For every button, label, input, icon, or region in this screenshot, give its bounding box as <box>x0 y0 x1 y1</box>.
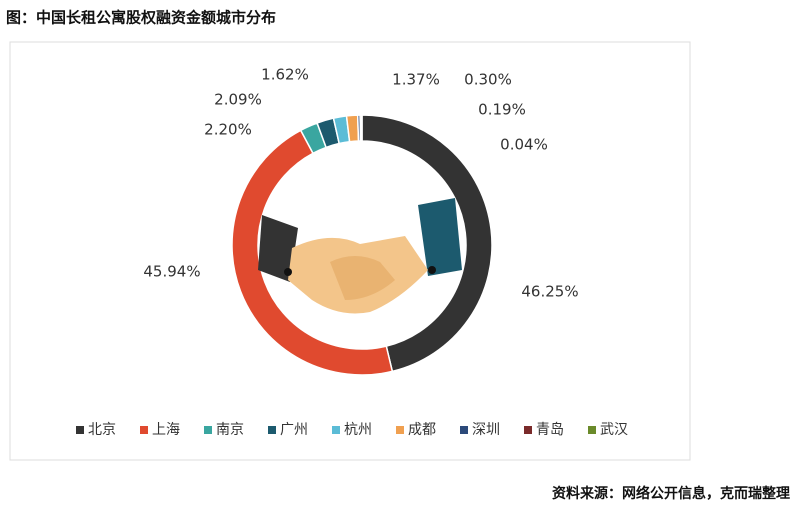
data-label: 1.62% <box>261 66 309 84</box>
handshake-illustration <box>258 198 462 314</box>
legend-swatch <box>76 426 84 434</box>
legend-swatch <box>268 426 276 434</box>
legend-swatch <box>460 426 468 434</box>
legend-swatch <box>588 426 596 434</box>
legend-swatch <box>332 426 340 434</box>
legend-label: 广州 <box>280 422 308 438</box>
data-label: 2.20% <box>204 121 252 139</box>
source-note: 资料来源：网络公开信息，克而瑞整理 <box>552 485 790 502</box>
legend-label: 深圳 <box>472 422 500 438</box>
legend-swatch <box>524 426 532 434</box>
data-label: 45.94% <box>143 263 200 281</box>
chart-frame <box>9 41 691 461</box>
data-label: 0.04% <box>500 136 548 154</box>
legend-swatch <box>204 426 212 434</box>
legend-item: 武汉 <box>588 422 628 438</box>
legend-label: 青岛 <box>536 422 564 438</box>
legend-item: 成都 <box>396 422 436 438</box>
legend-label: 成都 <box>408 422 436 438</box>
legend-label: 武汉 <box>600 422 628 438</box>
data-label: 0.19% <box>478 101 526 119</box>
legend-item: 上海 <box>140 422 180 438</box>
legend-label: 北京 <box>88 422 116 438</box>
data-label: 46.25% <box>521 283 578 301</box>
legend-swatch <box>140 426 148 434</box>
legend-item: 杭州 <box>332 422 372 438</box>
legend-label: 杭州 <box>344 422 372 438</box>
legend-swatch <box>396 426 404 434</box>
data-label: 1.37% <box>392 71 440 89</box>
legend-label: 上海 <box>152 422 180 438</box>
chart-title: 图：中国长租公寓股权融资金额城市分布 <box>6 9 276 27</box>
legend-item: 北京 <box>76 422 116 438</box>
legend-item: 青岛 <box>524 422 564 438</box>
legend-label: 南京 <box>216 422 244 438</box>
data-label: 0.30% <box>464 71 512 89</box>
legend-item: 广州 <box>268 422 308 438</box>
legend-item: 南京 <box>204 422 244 438</box>
legend-item: 深圳 <box>460 422 500 438</box>
data-label: 2.09% <box>214 91 262 109</box>
